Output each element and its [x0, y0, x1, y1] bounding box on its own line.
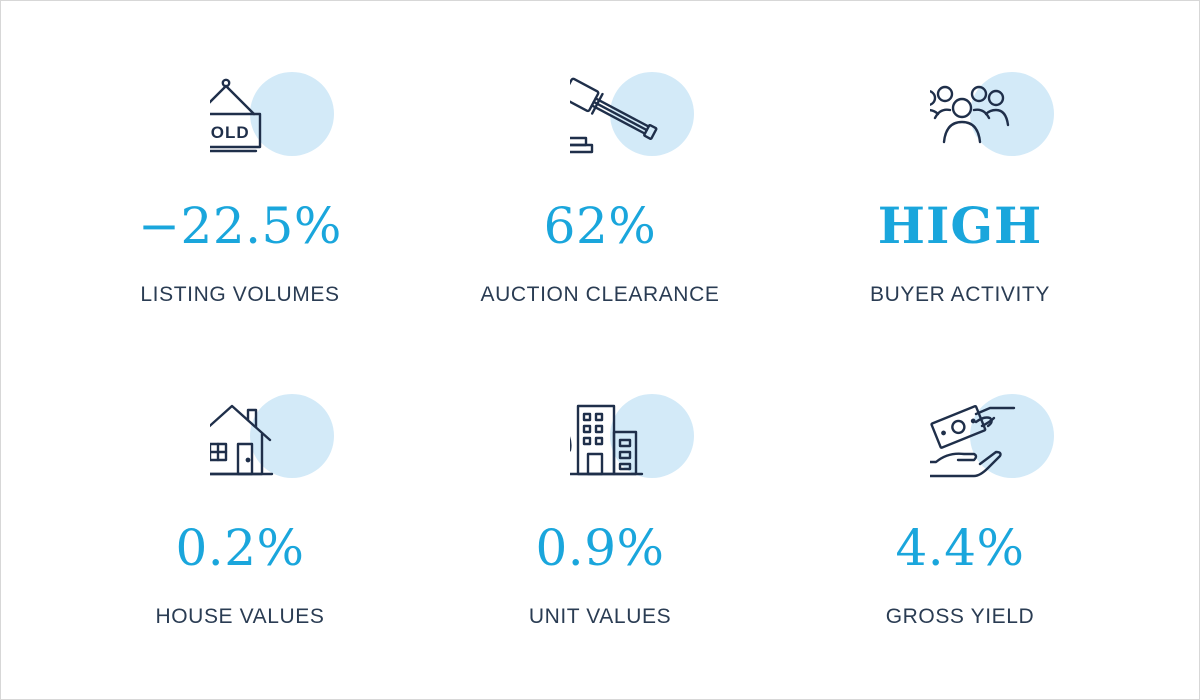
money-hand-icon	[930, 392, 1070, 502]
stat-label: BUYER ACTIVITY	[870, 283, 1050, 306]
stat-label: UNIT VALUES	[528, 605, 672, 628]
sold-sign-icon: SOLD	[210, 70, 350, 180]
house-icon	[210, 392, 350, 502]
stat-label: AUCTION CLEARANCE	[480, 283, 720, 306]
stat-auction-clearance: 62% AUCTION CLEARANCE	[420, 70, 780, 370]
stat-value: 0.2%	[175, 519, 305, 577]
stat-value: 62%	[543, 197, 657, 255]
apartment-building-icon	[570, 392, 710, 502]
stat-label: LISTING VOLUMES	[140, 283, 340, 306]
stat-value: 4.4%	[895, 519, 1025, 577]
stat-unit-values: 0.9% UNIT VALUES	[420, 392, 780, 692]
auction-gavel-icon	[570, 70, 710, 180]
stat-buyer-activity: HIGH BUYER ACTIVITY	[780, 70, 1140, 370]
stat-gross-yield: 4.4% GROSS YIELD	[780, 392, 1140, 692]
stat-house-values: 0.2% HOUSE VALUES	[60, 392, 420, 692]
stat-value: −22.5%	[138, 197, 342, 255]
stat-label: HOUSE VALUES	[155, 605, 325, 628]
stat-listing-volumes: SOLD −22.5% LISTING VOLUMES	[60, 70, 420, 370]
stat-value: 0.9%	[535, 519, 665, 577]
stat-value: HIGH	[877, 196, 1043, 255]
people-group-icon	[930, 70, 1070, 180]
sold-sign-text: SOLD	[210, 123, 250, 142]
stat-label: GROSS YIELD	[885, 605, 1035, 628]
